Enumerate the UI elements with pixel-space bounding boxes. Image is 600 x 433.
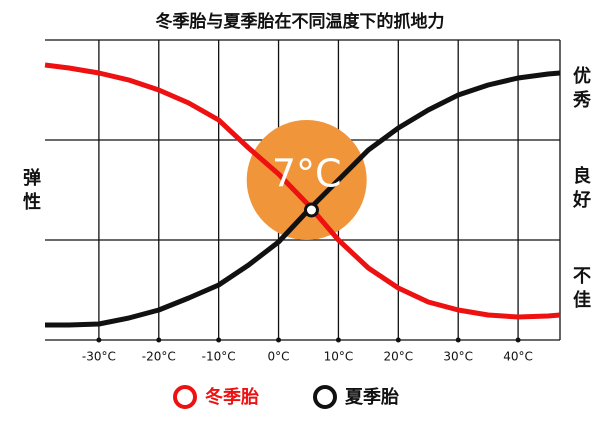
legend-label: 夏季胎 <box>345 386 399 408</box>
tick-mark <box>156 337 162 343</box>
x-tick-label: -30°C <box>82 350 116 364</box>
tick-mark <box>335 337 341 343</box>
legend-marker <box>173 385 197 409</box>
y-tick-label: 优秀 <box>570 65 592 114</box>
y-tick-label: 不佳 <box>570 266 591 314</box>
tick-mark <box>515 337 521 343</box>
y-label: 弹性 <box>20 167 41 216</box>
tick-mark <box>216 337 222 343</box>
y-tick-label: 良好 <box>570 165 592 214</box>
x-tick-label: -20°C <box>142 350 176 364</box>
tick-mark <box>96 337 102 343</box>
legend-label: 冬季胎 <box>205 386 259 408</box>
x-tick-label: -10°C <box>202 350 236 364</box>
tick-mark <box>276 337 282 343</box>
annotation-circle <box>246 120 367 240</box>
chart-title: 冬季胎与夏季胎在不同温度下的抓地力 <box>156 11 445 32</box>
x-tick-label: 40°C <box>503 350 533 364</box>
x-tick-label: 0°C <box>268 350 290 364</box>
tick-mark <box>395 337 401 343</box>
x-tick-label: 10°C <box>324 350 354 364</box>
x-tick-label: 20°C <box>383 350 413 364</box>
tick-mark <box>455 337 461 343</box>
annotation-point <box>303 202 319 218</box>
x-tick-label: 30°C <box>443 350 473 364</box>
annotation-text: 7°C <box>272 152 342 196</box>
legend-marker <box>313 385 337 409</box>
